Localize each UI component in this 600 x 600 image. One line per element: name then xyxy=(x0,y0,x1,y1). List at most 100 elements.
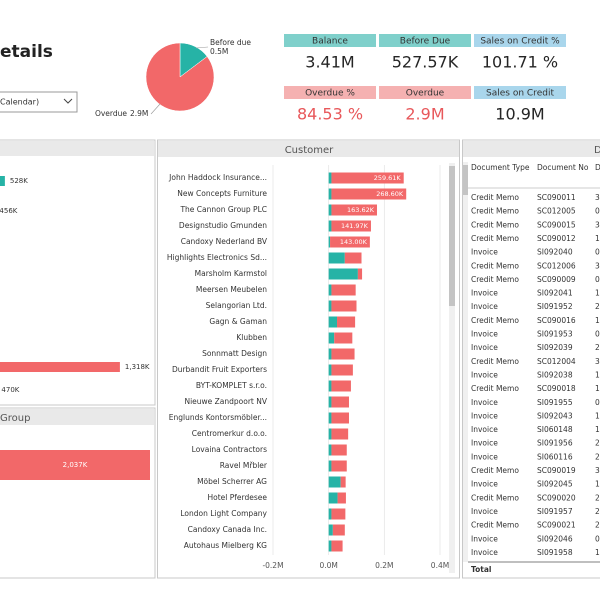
scrollbar-thumb[interactable] xyxy=(449,166,455,306)
data-label: 456K xyxy=(0,207,18,215)
left-bottom-panel xyxy=(0,407,156,579)
bar-segment xyxy=(331,220,371,232)
table-cell: 3 xyxy=(595,220,600,229)
table-cell: 0 xyxy=(595,330,600,339)
kpi-header xyxy=(379,86,471,99)
table-cell: Credit Memo xyxy=(471,316,519,325)
table-cell: Credit Memo xyxy=(471,234,519,243)
scrollbar-thumb[interactable] xyxy=(463,165,468,195)
data-label: 2,037K xyxy=(63,461,88,469)
table-cell: 2 xyxy=(595,343,600,352)
kpi-title: Sales on Credit xyxy=(486,89,554,99)
table-cell: Invoice xyxy=(471,534,498,543)
x-tick-label: 0.2M xyxy=(375,561,393,570)
bar-segment xyxy=(344,252,362,264)
table-cell: 3 xyxy=(595,261,600,270)
y-tick-label: Durbandit Fruit Exporters xyxy=(172,365,267,374)
kpi-title: Sales on Credit % xyxy=(480,37,560,47)
kpi-value: 3.41M xyxy=(305,53,354,72)
y-tick-label: BYT-KOMPLET s.r.o. xyxy=(196,381,267,390)
y-tick-label: Centromerkur d.o.o. xyxy=(192,429,267,438)
table-cell: SI092043 xyxy=(537,411,573,420)
bar-segment xyxy=(331,364,353,376)
y-tick-label: Sonnmatt Design xyxy=(202,349,267,358)
y-tick-label: Candoxy Nederland BV xyxy=(181,237,268,246)
table-cell: SC090015 xyxy=(537,220,576,229)
left-top-panel xyxy=(0,139,156,406)
bar-segment xyxy=(332,524,345,536)
table-cell: 1 xyxy=(595,384,600,393)
bar-segment xyxy=(331,412,349,424)
kpi-header xyxy=(284,34,376,47)
bar-segment xyxy=(331,396,349,408)
bar-segment xyxy=(328,508,332,520)
table-cell: SC012004 xyxy=(537,357,576,366)
pie-label-value: 2.9M xyxy=(130,109,148,118)
bar-segment xyxy=(328,476,341,488)
leader-line xyxy=(195,46,209,49)
bar-segment xyxy=(337,492,346,504)
bar-segment xyxy=(331,508,346,520)
table-cell: Invoice xyxy=(471,548,498,557)
data-label: 143.00K xyxy=(340,238,368,246)
column-header: Document Type xyxy=(471,163,530,172)
panel-title-bar xyxy=(463,141,600,157)
kpi-value: 527.57K xyxy=(392,53,459,72)
kpi-header xyxy=(474,86,566,99)
table-cell: Invoice xyxy=(471,248,498,257)
table-cell: 2 xyxy=(595,507,600,516)
table-cell: 3 xyxy=(595,466,600,475)
y-tick-label: Möbel Scherrer AG xyxy=(197,477,267,486)
bar xyxy=(0,450,150,480)
bar xyxy=(0,362,120,372)
bar-segment xyxy=(331,300,357,312)
table-cell: SI092046 xyxy=(537,534,573,543)
slicer[interactable] xyxy=(0,91,78,113)
table-cell: 2 xyxy=(595,521,600,530)
y-tick-label: The Cannon Group PLC xyxy=(179,205,267,214)
bar-segment xyxy=(328,220,332,232)
column-header: D xyxy=(595,163,600,172)
table-cell: SI091953 xyxy=(537,330,573,339)
table-cell: SI092040 xyxy=(537,248,573,257)
table-cell: 1 xyxy=(595,289,600,298)
y-tick-label: Candoxy Canada Inc. xyxy=(188,525,267,534)
panel-title: D xyxy=(594,145,600,156)
table-cell: Credit Memo xyxy=(471,493,519,502)
bar-segment xyxy=(328,268,358,280)
bar-segment xyxy=(328,428,332,440)
bar-segment xyxy=(328,348,332,360)
bar-segment xyxy=(328,460,332,472)
table-cell: 0 xyxy=(595,207,600,216)
bar-segment xyxy=(340,476,346,488)
bar-segment xyxy=(331,172,404,184)
bar-segment xyxy=(328,204,332,216)
pie-label-value: 0.5M xyxy=(210,47,228,56)
table-cell: Credit Memo xyxy=(471,207,519,216)
panel-title-bar xyxy=(158,141,459,157)
table-cell: Invoice xyxy=(471,302,498,311)
y-tick-label: Gagn & Gaman xyxy=(209,317,267,326)
bar-segment xyxy=(328,524,333,536)
panel-title: Group xyxy=(0,413,30,424)
y-tick-label: Marsholm Karmstol xyxy=(195,269,267,278)
y-tick-label: John Haddock Insurance... xyxy=(168,173,267,182)
table-cell: 0 xyxy=(595,248,600,257)
bar-segment xyxy=(334,332,353,344)
table-cell: SC012005 xyxy=(537,207,576,216)
bar-segment xyxy=(331,460,347,472)
y-tick-label: Designstudio Gmunden xyxy=(179,221,267,230)
bar-segment xyxy=(328,316,338,328)
y-tick-label: Klubben xyxy=(236,333,267,342)
table-cell: 0 xyxy=(595,398,600,407)
x-tick-label: 0.4M xyxy=(431,561,449,570)
table-cell: 2 xyxy=(595,452,600,461)
bar-segment xyxy=(337,316,356,328)
y-tick-label: Selangorian Ltd. xyxy=(206,301,267,310)
table-cell: SC090019 xyxy=(537,466,576,475)
panel-title-bar xyxy=(0,409,154,425)
table-cell: SC090011 xyxy=(537,193,576,202)
table-cell: Invoice xyxy=(471,439,498,448)
bar-segment xyxy=(331,444,347,456)
table-cell: Invoice xyxy=(471,330,498,339)
